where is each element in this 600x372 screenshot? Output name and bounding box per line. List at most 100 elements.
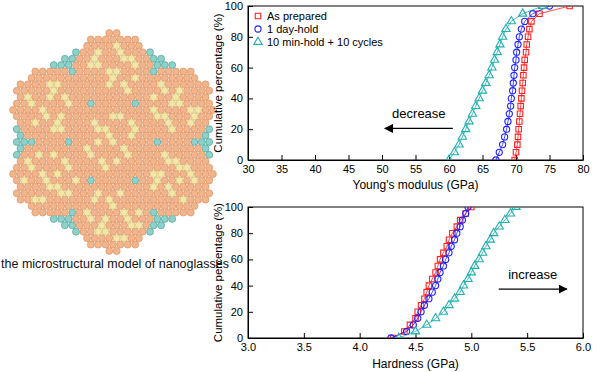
grain-atom <box>36 87 43 94</box>
grain-atom <box>95 87 102 94</box>
grain-atom <box>84 132 91 139</box>
annotation-text: increase <box>508 267 557 282</box>
grain-atom <box>47 119 54 126</box>
grain-atom <box>95 49 102 56</box>
grain-atom <box>195 145 202 152</box>
y-tick-label: 40 <box>231 280 243 292</box>
grain-atom <box>98 81 105 88</box>
grain-atom <box>95 215 102 222</box>
grain-atom <box>28 113 35 120</box>
y-axis-title: Cumulative percentage (%) <box>212 203 224 343</box>
grain-atom <box>139 62 146 69</box>
grain-atom <box>169 151 176 158</box>
grain-atom <box>172 183 179 190</box>
grain-atom <box>50 203 57 210</box>
grain-atom <box>69 132 76 139</box>
x-tick-mark <box>360 333 361 338</box>
grain-atom <box>143 132 150 139</box>
grain-atom <box>13 87 20 94</box>
x-tick-label: 80 <box>577 163 589 175</box>
grain-atom <box>61 132 68 139</box>
grain-atom <box>113 209 120 216</box>
grain-atom <box>13 164 20 171</box>
grain-atom <box>76 158 83 165</box>
grain-atom <box>172 132 179 139</box>
grain-atom <box>172 145 179 152</box>
grain-atom <box>198 177 205 184</box>
grain-atom <box>102 139 109 146</box>
interface-atom <box>161 62 168 69</box>
data-point <box>475 94 483 101</box>
y-tick-label: 0 <box>237 154 243 166</box>
y-tick-label: 100 <box>225 201 243 213</box>
grain-atom <box>139 126 146 133</box>
grain-atom <box>184 177 191 184</box>
y-tick-mark <box>248 338 253 339</box>
grain-atom <box>135 209 142 216</box>
grain-atom <box>117 228 124 235</box>
grain-atom <box>87 190 94 197</box>
grain-atom <box>110 74 117 81</box>
grain-atom <box>184 74 191 81</box>
grain-atom <box>117 36 124 43</box>
grain-atom <box>113 132 120 139</box>
x-tick-label: 75 <box>544 163 556 175</box>
grain-atom <box>191 190 198 197</box>
grain-atom <box>76 81 83 88</box>
data-point <box>445 155 453 160</box>
grain-atom <box>110 241 117 248</box>
grain-atom <box>28 74 35 81</box>
grain-atom <box>135 68 142 75</box>
grain-atom <box>36 177 43 184</box>
x-tick: 60 <box>443 155 455 175</box>
grain-atom <box>110 228 117 235</box>
grain-atom <box>202 171 209 178</box>
grain-atom <box>202 158 209 165</box>
grain-atom <box>184 126 191 133</box>
grain-atom <box>165 209 172 216</box>
y-axis: 020406080100 <box>225 201 253 344</box>
grain-atom <box>24 196 31 203</box>
grain-atom <box>84 171 91 178</box>
grain-atom <box>106 171 113 178</box>
grain-atom <box>106 132 113 139</box>
grain-atom <box>73 100 80 107</box>
grain-atom <box>132 241 139 248</box>
grain-atom <box>47 158 54 165</box>
grain-atom <box>158 196 165 203</box>
grain-atom <box>24 106 31 113</box>
grain-atom <box>124 177 131 184</box>
series-line <box>449 6 543 160</box>
grain-atom <box>195 158 202 165</box>
grain-atom <box>187 171 194 178</box>
grain-atom <box>32 81 39 88</box>
data-point <box>529 19 534 24</box>
grain-atom <box>84 94 91 101</box>
grain-atom <box>65 87 72 94</box>
grain-atom <box>28 177 35 184</box>
interface-atom <box>169 62 176 69</box>
grain-atom <box>76 222 83 229</box>
grain-atom <box>154 126 161 133</box>
grain-atom <box>54 196 61 203</box>
grain-atom <box>113 235 120 242</box>
grain-atom <box>150 106 157 113</box>
grain-atom <box>61 119 68 126</box>
legend-marker <box>255 13 260 18</box>
grain-atom <box>32 132 39 139</box>
y-tick: 100 <box>225 0 253 12</box>
grain-atom <box>84 235 91 242</box>
interface-atom <box>21 139 28 146</box>
data-point <box>388 335 394 338</box>
interface-atom <box>154 62 161 69</box>
data-point <box>523 49 528 54</box>
grain-atom <box>84 209 91 216</box>
grain-atom <box>54 119 61 126</box>
data-point <box>515 134 520 139</box>
grain-atom <box>132 228 139 235</box>
grain-atom <box>195 94 202 101</box>
grain-atom <box>61 183 68 190</box>
grain-atom <box>98 119 105 126</box>
interface-atom <box>154 215 161 222</box>
grain-atom <box>139 74 146 81</box>
